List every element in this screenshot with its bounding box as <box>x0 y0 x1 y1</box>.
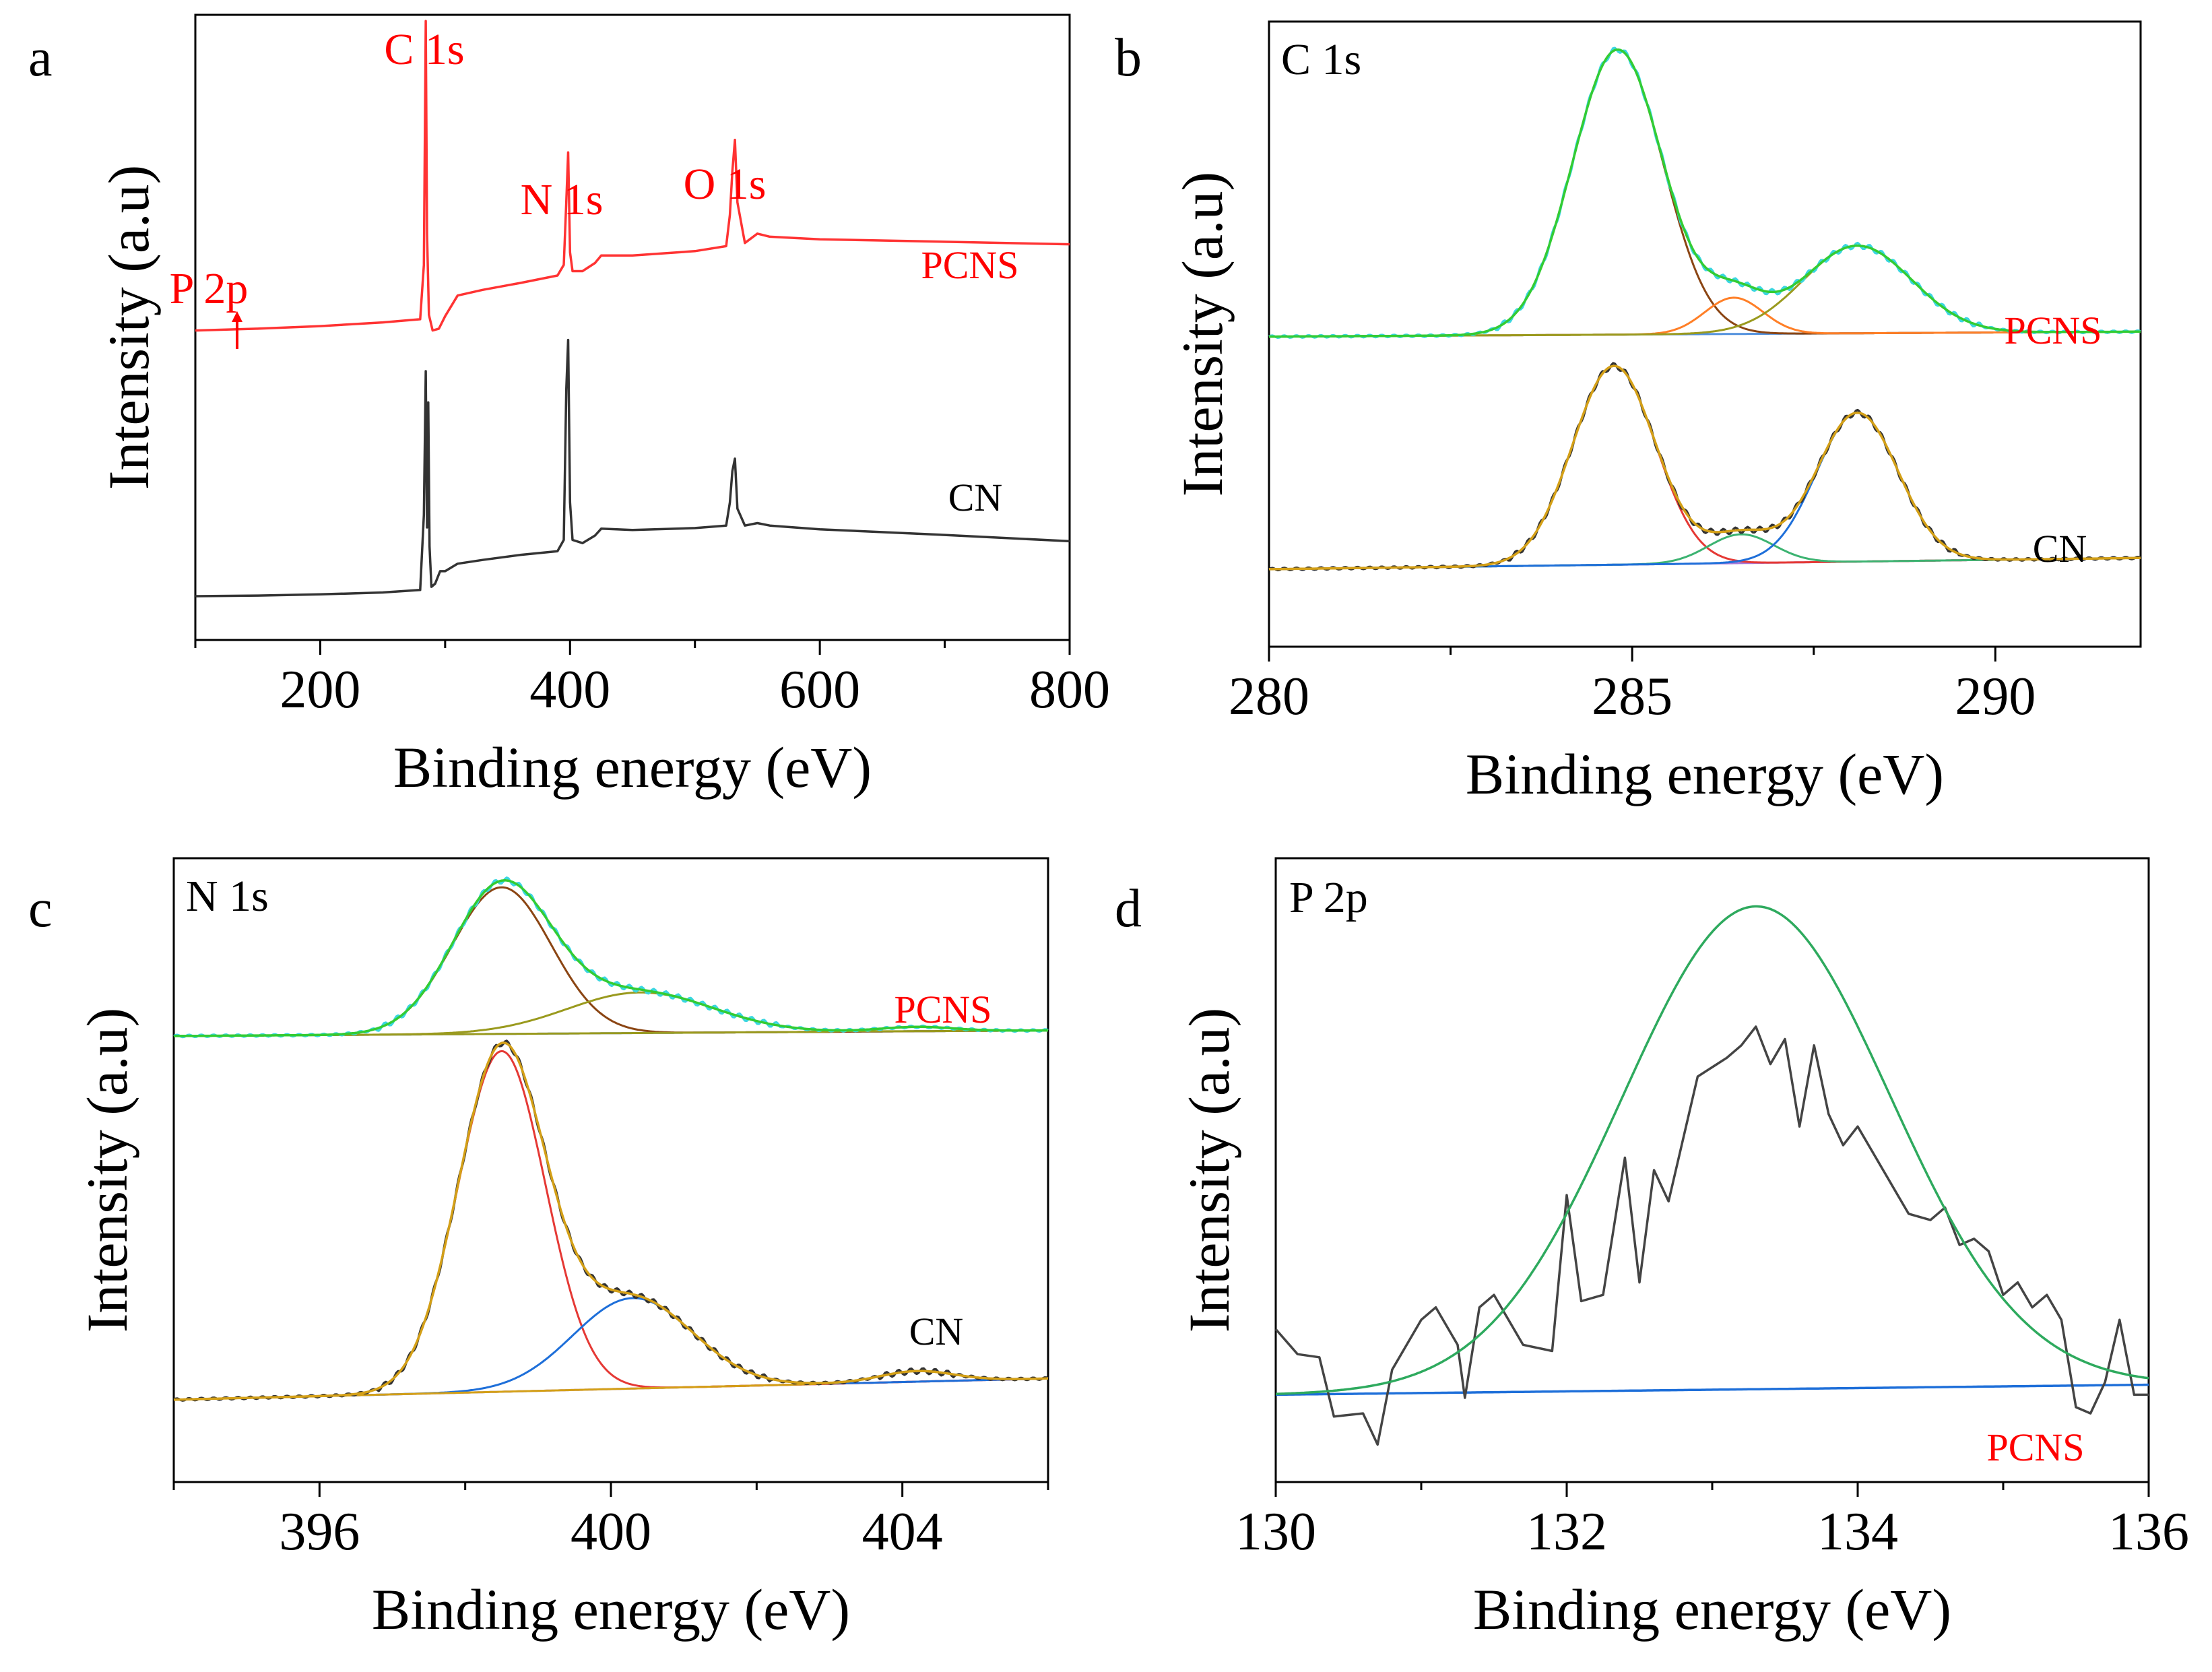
x-tick-label: 600 <box>779 660 860 719</box>
y-axis-label: Intensity (a.u) <box>96 165 161 490</box>
panel-title: P 2p <box>1289 873 1368 922</box>
series-label: PCNS <box>2004 309 2102 352</box>
envelope-cn <box>1269 364 2141 571</box>
series-label: PCNS <box>1986 1425 2084 1469</box>
x-tick-label: 404 <box>862 1502 943 1562</box>
panel-title: C 1s <box>1281 35 1361 84</box>
series-line-cn <box>195 338 1070 598</box>
x-tick-label: 130 <box>1235 1502 1316 1562</box>
x-tick-label: 400 <box>571 1502 651 1562</box>
panel-letter: b <box>1115 28 1142 88</box>
envelope-pcns <box>1269 48 2141 338</box>
panel-d-p2p: 130 132 134 136 Binding energy (eV) Intensity… <box>1115 857 2189 1642</box>
series-label: CN <box>2033 527 2087 571</box>
series-label: PCNS <box>894 988 991 1031</box>
peak-label: O 1s <box>684 160 767 209</box>
envelope-cn <box>173 1041 1048 1401</box>
x-tick-label: 285 <box>1592 667 1672 726</box>
series-label: CN <box>909 1310 964 1353</box>
x-tick-label: 134 <box>1817 1502 1898 1562</box>
x-tick-label: 132 <box>1526 1502 1607 1562</box>
series-label: CN <box>948 476 1003 519</box>
peak-label: C 1s <box>384 25 464 74</box>
x-tick-label: 280 <box>1229 667 1309 726</box>
x-tick-label: 800 <box>1029 660 1110 719</box>
x-tick-label: 400 <box>529 660 610 719</box>
peak-label: N 1s <box>521 175 604 224</box>
x-axis-label: Binding energy (eV) <box>372 1577 850 1642</box>
x-axis-label: Binding energy (eV) <box>1466 742 1944 806</box>
x-axis-label: Binding energy (eV) <box>1473 1577 1951 1642</box>
panel-letter: c <box>28 879 53 938</box>
x-tick-label: 396 <box>279 1502 360 1562</box>
panel-title: N 1s <box>186 872 269 921</box>
baseline <box>1275 1383 2149 1396</box>
raw-spectrum <box>1274 1025 2149 1446</box>
x-tick-label: 200 <box>280 660 360 719</box>
envelope-pcns <box>174 879 1048 1037</box>
peak-label: P 2p <box>170 264 249 313</box>
series-label: PCNS <box>921 243 1018 287</box>
y-axis-label: Intensity (a.u) <box>1177 1008 1241 1332</box>
x-axis-label: Binding energy (eV) <box>393 735 872 800</box>
panel-letter: d <box>1115 879 1142 938</box>
panel-letter: a <box>28 28 53 88</box>
plot-frame <box>1268 20 2142 648</box>
x-tick-label: 136 <box>2108 1502 2189 1562</box>
y-axis-label: Intensity (a.u) <box>75 1008 139 1332</box>
panel-a-survey: 200 400 600 800 Binding energy (eV) Intensity… <box>28 13 1110 800</box>
x-tick-label: 290 <box>1955 667 2036 726</box>
series-line-pcns <box>195 20 1070 332</box>
y-axis-label: Intensity (a.u) <box>1170 172 1235 496</box>
fit-curve <box>1275 905 2149 1395</box>
plot-frame <box>194 13 1071 641</box>
p2p-arrowhead <box>232 311 242 322</box>
